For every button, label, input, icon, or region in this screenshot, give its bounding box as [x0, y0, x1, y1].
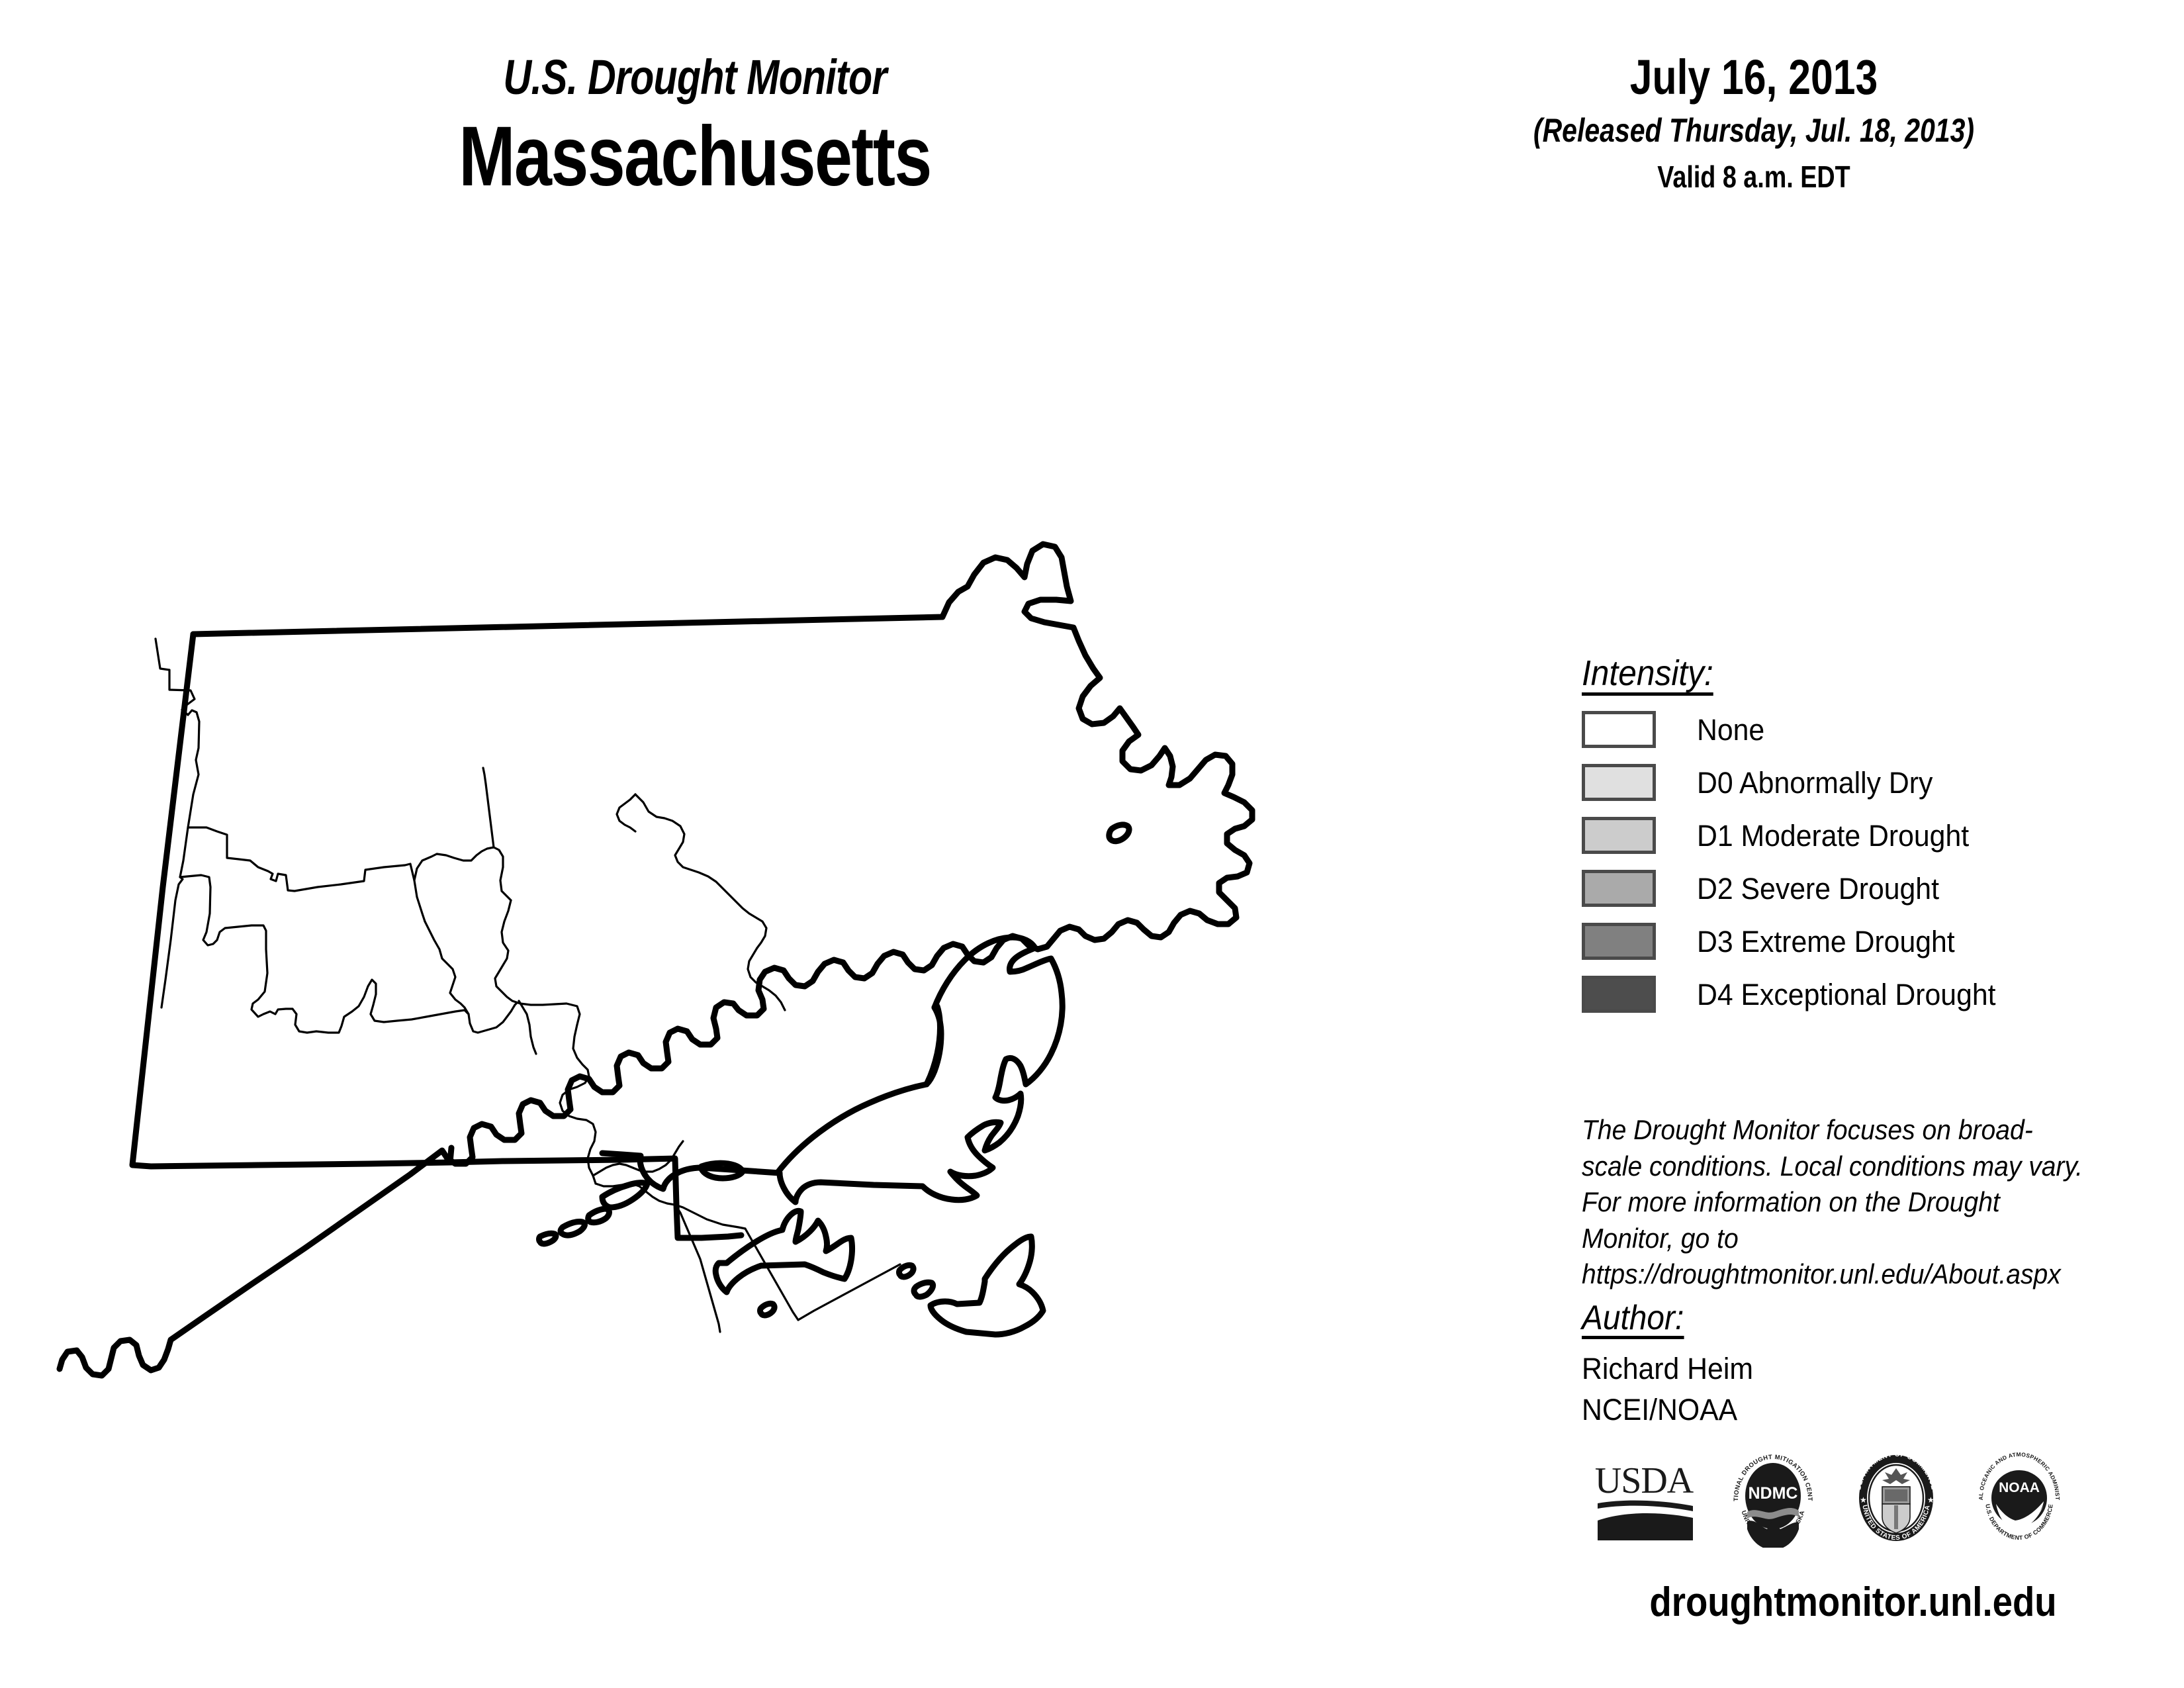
legend-label-d4: D4 Exceptional Drought — [1697, 977, 1996, 1011]
boston-harbor-detail — [1106, 821, 1132, 845]
legend-item-d4[interactable]: D4 Exceptional Drought — [1582, 975, 2124, 1013]
legend-label-d3: D3 Extreme Drought — [1697, 924, 1955, 959]
provincetown-hook — [923, 1004, 944, 1088]
author-affiliation: NCEI/NOAA — [1582, 1392, 1738, 1427]
map-svg — [56, 541, 1255, 1379]
cape-cod-outline — [599, 934, 1066, 1205]
noaa-logo: NATIONAL OCEANIC AND ATMOSPHERIC ADMINIS… — [1968, 1443, 2069, 1551]
disclaimer-text: The Drought Monitor focuses on broad-sca… — [1582, 1114, 2083, 1290]
date-block: July 16, 2013 (Released Thursday, Jul. 1… — [1443, 50, 2065, 194]
legend-panel: Intensity: None D0 Abnormally Dry D1 Mod… — [1582, 655, 2124, 1013]
massachusetts-map[interactable] — [40, 516, 1535, 1443]
svg-text:★: ★ — [1860, 1495, 1867, 1505]
author-label: Author: — [1582, 1301, 1684, 1339]
legend-swatch-d4 — [1582, 976, 1656, 1013]
legend-item-d0[interactable]: D0 Abnormally Dry — [1582, 763, 2124, 802]
region-title: Massachusetts — [459, 109, 932, 204]
svg-text:USDA: USDA — [1595, 1460, 1694, 1501]
legend-swatch-d2 — [1582, 870, 1656, 907]
doc-seal-logo: DEPARTMENT OF COMMERCE UNITED STATES OF … — [1846, 1448, 1946, 1551]
svg-text:★: ★ — [1927, 1495, 1934, 1505]
title-block: U.S. Drought Monitor Massachusetts — [265, 53, 1125, 201]
legend-title: Intensity: — [1582, 655, 1713, 696]
legend-label-d0: D0 Abnormally Dry — [1697, 765, 1933, 800]
legend-item-none[interactable]: None — [1582, 710, 2124, 749]
legend-label-d2: D2 Severe Drought — [1697, 871, 1939, 906]
legend-swatch-none — [1582, 711, 1656, 748]
legend-label-d1: D1 Moderate Drought — [1697, 818, 1970, 853]
small-islands — [757, 1262, 936, 1319]
program-title: U.S. Drought Monitor — [503, 50, 887, 105]
legend-swatch-d0 — [1582, 764, 1656, 801]
marthas-vineyard-island — [712, 1207, 855, 1295]
nantucket-island — [927, 1233, 1046, 1338]
legend-item-d2[interactable]: D2 Severe Drought — [1582, 869, 2124, 908]
state-boundary-south-west — [129, 631, 455, 1170]
agency-logos: USDA NATIONAL DROUGHT MITIGATION CENTER … — [1588, 1440, 2118, 1559]
legend-swatch-d1 — [1582, 817, 1656, 854]
footer-url[interactable]: droughtmonitor.unl.edu — [1649, 1579, 2057, 1625]
author-name: Richard Heim — [1582, 1352, 1753, 1385]
ndmc-logo: NATIONAL DROUGHT MITIGATION CENTER UNIVE… — [1721, 1443, 1823, 1551]
state-outline — [56, 541, 1255, 1379]
svg-text:NDMC: NDMC — [1749, 1484, 1798, 1503]
legend-item-d1[interactable]: D1 Moderate Drought — [1582, 816, 2124, 855]
cape-cod-canal-loop — [698, 1160, 746, 1182]
map-layers — [56, 541, 1255, 1379]
legend-item-d3[interactable]: D3 Extreme Drought — [1582, 922, 2124, 961]
legend-swatch-d3 — [1582, 923, 1656, 960]
state-boundary-mainland — [56, 541, 1255, 1379]
state-boundary-south-east — [447, 1155, 745, 1241]
author-block: Author: Richard Heim NCEI/NOAA — [1582, 1301, 2131, 1429]
county-boundaries — [154, 637, 901, 1333]
usda-logo: USDA — [1588, 1452, 1700, 1548]
elizabeth-islands — [536, 1180, 651, 1247]
valid-date: July 16, 2013 — [1629, 50, 1878, 105]
legend-label-none: None — [1697, 712, 1765, 747]
valid-time: Valid 8 a.m. EDT — [1657, 160, 1850, 194]
svg-text:NOAA: NOAA — [1999, 1480, 2040, 1495]
released-date: (Released Thursday, Jul. 18, 2013) — [1533, 112, 1975, 149]
